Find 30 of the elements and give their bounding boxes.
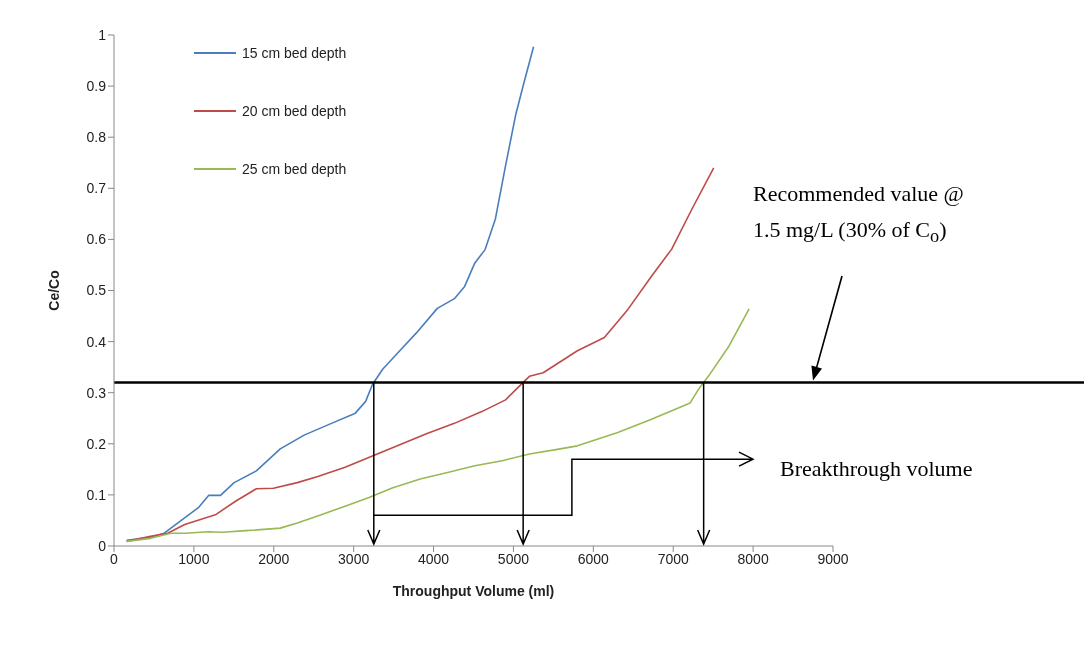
line-series bbox=[125, 45, 535, 542]
x-tick-label: 4000 bbox=[417, 550, 450, 567]
legend-label: 25 cm bed depth bbox=[242, 161, 347, 177]
y-tick-label: 0 bbox=[98, 537, 107, 554]
annotation: Recommended value @ 1.5 mg/L (30% of C$_{o}$) bbox=[753, 180, 965, 249]
y-tick-label: 0.5 bbox=[86, 282, 107, 299]
annotation: Breakthrough volume bbox=[780, 456, 973, 482]
x-tick-label: 9000 bbox=[817, 550, 849, 567]
x-axis-title: Throughput Volume (ml) bbox=[392, 583, 555, 599]
legend-label: 15 cm bed depth bbox=[242, 45, 347, 61]
y-tick-label: 0.1 bbox=[86, 486, 107, 503]
x-tick-label: 5000 bbox=[497, 550, 530, 567]
x-tick-label: 2000 bbox=[258, 550, 290, 567]
x-tick-label: 8000 bbox=[737, 550, 769, 567]
y-tick-label: 0.2 bbox=[86, 435, 107, 452]
x-tick-label: 3000 bbox=[338, 550, 370, 567]
x-tick-label: 1000 bbox=[178, 550, 210, 567]
y-tick-label: 0.4 bbox=[86, 333, 107, 350]
y-tick-label: 0.8 bbox=[86, 129, 107, 146]
y-tick-label: 0.9 bbox=[86, 78, 107, 95]
x-tick-label: 7000 bbox=[657, 550, 689, 567]
x-tick-label: 6000 bbox=[577, 550, 610, 567]
legend-label: 20 cm bed depth bbox=[242, 103, 347, 119]
line-series bbox=[125, 308, 750, 543]
y-tick-label: 0.7 bbox=[86, 180, 107, 197]
y-axis-title: Ce/Co bbox=[45, 270, 62, 311]
y-tick-label: 1 bbox=[98, 26, 107, 43]
y-tick-label: 0.6 bbox=[86, 231, 107, 248]
y-tick-label: 0.3 bbox=[86, 384, 107, 401]
x-tick-label: 0 bbox=[110, 550, 119, 567]
